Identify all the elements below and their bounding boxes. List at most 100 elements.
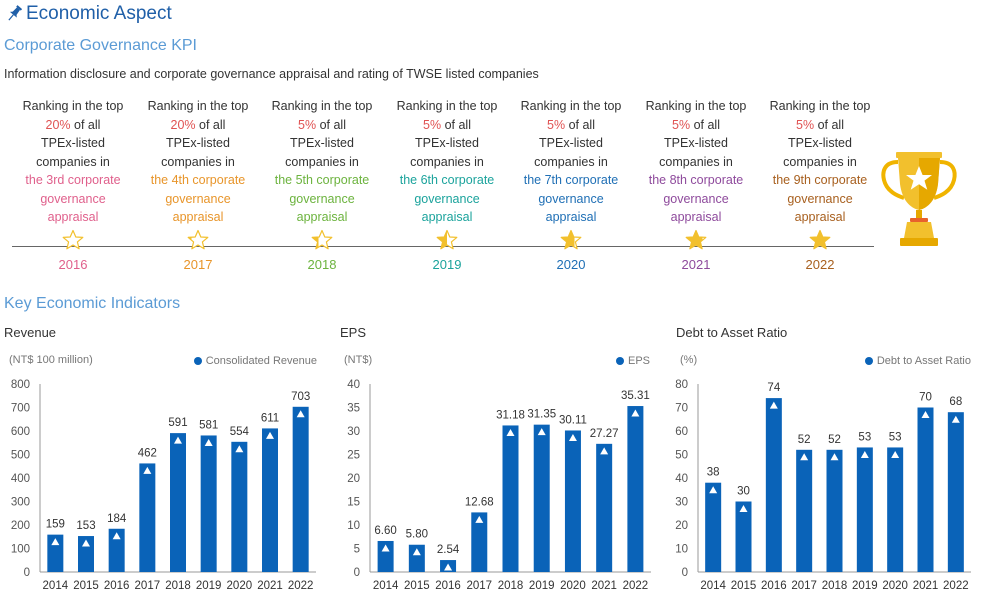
chart-legend: Debt to Asset Ratio — [864, 355, 971, 367]
kpi-percentage: 20% — [170, 117, 196, 132]
x-tick-label: 2018 — [822, 580, 848, 592]
kpi-ranking-text: Ranking in the top — [396, 99, 498, 113]
kpi-appraisal-text: appraisal — [545, 210, 597, 224]
x-tick-label: 2015 — [404, 580, 430, 592]
kpi-percentage-line: 5% of all — [760, 116, 880, 135]
kpi-ranking-text: Ranking in the top — [271, 99, 373, 113]
kpi-percentage-suffix: of all — [565, 117, 595, 132]
y-tick-label: 300 — [11, 497, 30, 509]
kpi-appraisal-text: governance — [40, 191, 106, 206]
bar — [826, 449, 843, 572]
bar — [887, 447, 904, 572]
legend-dot-icon — [864, 357, 873, 365]
x-tick-label: 2022 — [623, 580, 649, 592]
kpi-year-label: 2022 — [805, 257, 835, 272]
kpi-appraisal-text: the 7th corporate — [523, 173, 619, 187]
data-label: 31.35 — [527, 409, 556, 421]
legend-dot-icon — [193, 357, 202, 365]
bar — [471, 512, 488, 572]
kpi-percentage-suffix: of all — [814, 117, 844, 132]
kpi-appraisal-text: governance — [414, 191, 480, 206]
triangle-marker-icon — [568, 433, 577, 441]
x-tick-label: 2022 — [288, 580, 314, 592]
triangle-marker-icon — [951, 415, 960, 423]
y-tick-label: 600 — [11, 426, 30, 438]
kpi-year-label: 2019 — [432, 257, 462, 272]
chart-legend: EPS — [615, 355, 650, 367]
y-tick-label: 0 — [24, 567, 30, 579]
data-label: 12.68 — [465, 496, 494, 508]
kpi-ranking-text: Ranking in the top — [769, 99, 871, 113]
triangle-marker-icon — [709, 486, 718, 494]
data-label: 6.60 — [374, 525, 396, 537]
kpi-companies-text: companies in — [659, 154, 733, 169]
triangle-marker-icon — [204, 438, 213, 446]
bar — [292, 406, 309, 572]
kpi-listed-text: TPEx-listed — [166, 136, 230, 150]
kpi-item: Ranking in the top 5% of all TPEx-listed co… — [262, 97, 382, 227]
triangle-marker-icon — [235, 445, 244, 453]
bar — [200, 435, 217, 572]
data-label: 30 — [737, 486, 750, 498]
bar — [502, 425, 519, 572]
kpi-ranking-text: Ranking in the top — [147, 99, 249, 113]
kpi-percentage-line: 20% of all — [13, 116, 133, 135]
star-icon — [436, 229, 458, 250]
kpi-appraisal-text: the 3rd corporate — [25, 173, 121, 187]
y-tick-label: 70 — [675, 403, 688, 415]
kpi-percentage: 5% — [423, 117, 442, 132]
data-label: 52 — [828, 434, 841, 446]
triangle-marker-icon — [739, 505, 748, 512]
kpi-appraisal-text: the 4th corporate — [150, 173, 246, 187]
kpi-percentage-line: 5% of all — [387, 116, 507, 135]
triangle-marker-icon — [830, 453, 839, 461]
legend-label: EPS — [627, 355, 650, 367]
y-tick-label: 700 — [11, 403, 30, 415]
kpi-item: Ranking in the top 5% of all TPEx-listed co… — [760, 97, 880, 227]
star-icon — [560, 229, 582, 250]
x-tick-label: 2016 — [104, 580, 130, 592]
page-title-text: Economic Aspect — [26, 3, 172, 24]
kpi-appraisal-text: the 6th corporate — [399, 173, 495, 187]
data-label: 30.11 — [559, 414, 587, 426]
x-tick-label: 2018 — [498, 580, 524, 592]
kpi-item: Ranking in the top 20% of all TPEx-listed c… — [13, 97, 133, 227]
x-tick-label: 2018 — [165, 580, 191, 592]
x-tick-label: 2020 — [227, 580, 253, 592]
legend-label: Consolidated Revenue — [205, 355, 317, 367]
x-tick-label: 2021 — [913, 580, 939, 592]
chart-legend: Consolidated Revenue — [193, 355, 317, 367]
kpi-percentage: 5% — [547, 117, 566, 132]
x-tick-label: 2016 — [435, 580, 461, 592]
x-tick-label: 2020 — [560, 580, 586, 592]
kpi-percentage: 5% — [796, 117, 815, 132]
data-label: 68 — [949, 396, 962, 408]
kpi-appraisal-text: governance — [289, 191, 355, 206]
kpi-companies-text: companies in — [783, 154, 857, 169]
y-tick-label: 200 — [11, 520, 30, 532]
triangle-marker-icon — [600, 447, 609, 455]
data-label: 581 — [199, 419, 218, 431]
kpi-appraisal-text: governance — [165, 191, 231, 206]
y-tick-label: 50 — [675, 450, 688, 462]
data-label: 31.18 — [496, 409, 525, 421]
kpi-ranking-text: Ranking in the top — [520, 99, 622, 113]
bar — [856, 447, 873, 572]
triangle-marker-icon — [475, 515, 484, 523]
bar — [108, 528, 125, 572]
x-tick-label: 2014 — [700, 580, 726, 592]
star-icon — [187, 229, 209, 250]
trophy-icon — [881, 152, 957, 246]
section-econ-title: Key Economic Indicators — [4, 295, 181, 312]
kpi-companies-text: companies in — [36, 154, 110, 169]
kpi-appraisal-text: appraisal — [172, 210, 224, 224]
kpi-percentage-suffix: of all — [441, 117, 471, 132]
section-kpi-title: Corporate Governance KPI — [4, 37, 197, 54]
kpi-percentage-suffix: of all — [316, 117, 346, 132]
kpi-percentage-line: 5% of all — [511, 116, 631, 135]
y-tick-label: 20 — [675, 520, 688, 532]
data-label: 38 — [707, 467, 720, 479]
data-label: 5.80 — [406, 529, 428, 541]
bar — [139, 463, 156, 572]
